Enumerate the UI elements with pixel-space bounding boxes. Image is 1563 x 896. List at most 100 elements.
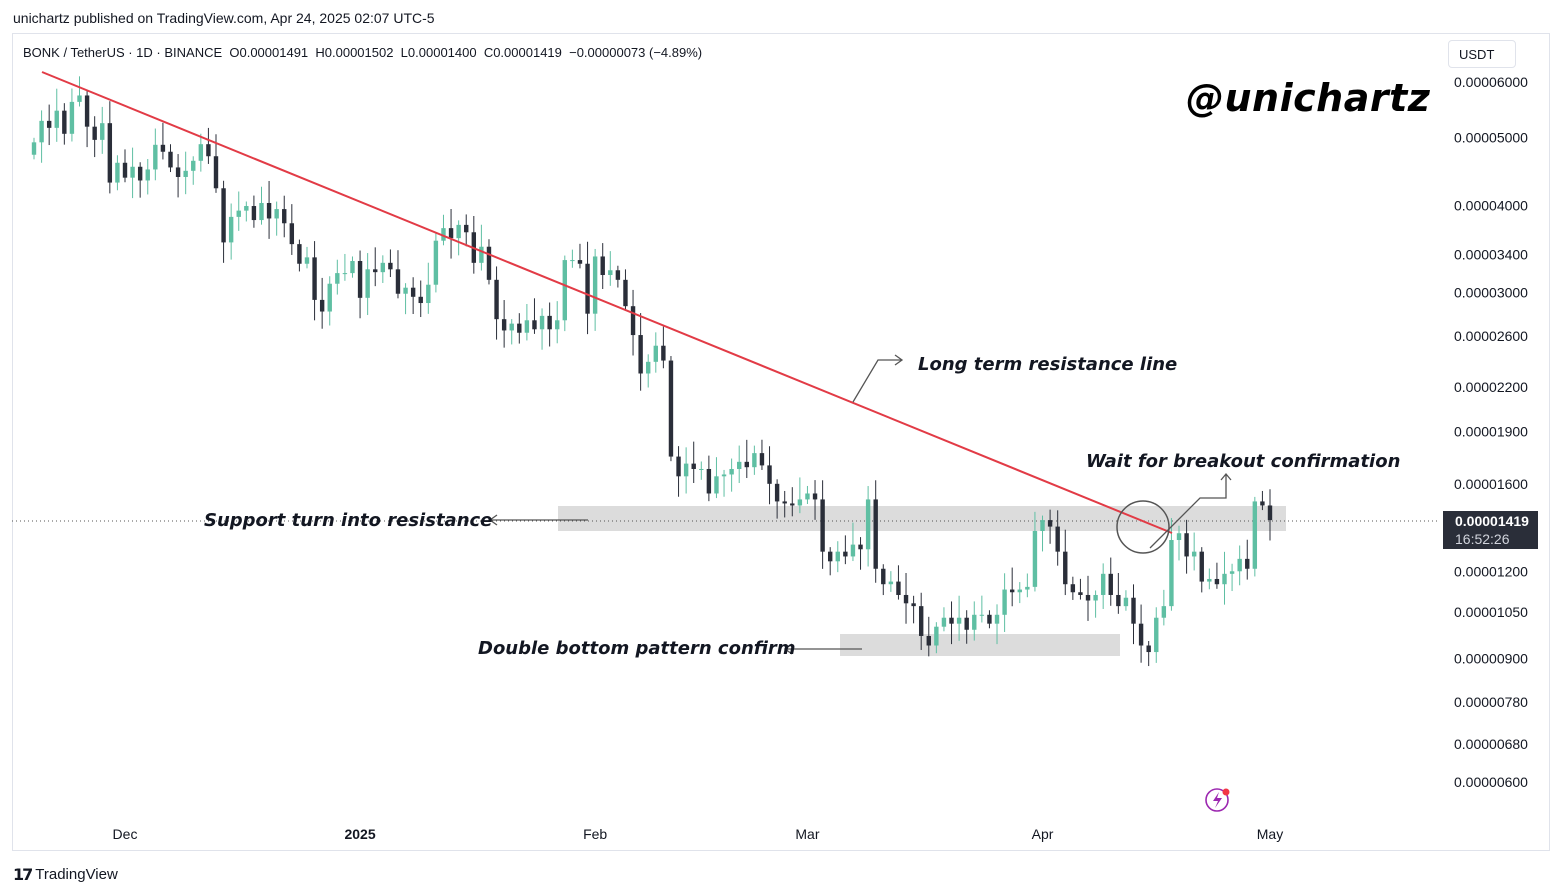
breakout-circle	[1116, 500, 1170, 554]
candle-body	[1100, 573, 1106, 595]
candle-body	[77, 95, 82, 102]
currency-button[interactable]: USDT	[1448, 40, 1516, 68]
price-tick-label: 0.00001050	[1454, 604, 1528, 620]
candle-body	[357, 260, 363, 298]
candle-body	[1214, 578, 1220, 585]
candle-body	[941, 617, 947, 627]
candle-body	[479, 246, 484, 263]
annotation-breakout-confirmation: Wait for breakout confirmation	[1086, 451, 1400, 472]
candle-body	[297, 244, 302, 264]
candle-body	[213, 156, 219, 189]
candle-body	[1025, 586, 1030, 590]
candle-body	[1229, 571, 1235, 574]
price-tick-label: 0.00003400	[1454, 247, 1528, 263]
candle-body	[1207, 578, 1212, 582]
long-term-resistance-line	[41, 71, 1173, 534]
double-bottom-zone	[840, 634, 1120, 656]
candle-body	[600, 256, 605, 276]
last-price-value: 0.00001419	[1455, 513, 1529, 529]
time-tick-label: 2025	[344, 826, 375, 842]
symbol-ohlc-legend[interactable]: BONK / TetherUS · 1D · BINANCE O0.000014…	[23, 45, 703, 60]
candle-body	[153, 144, 158, 170]
candle-body	[1252, 501, 1258, 569]
breakout-arrow	[1149, 472, 1232, 549]
candle-body	[1199, 551, 1204, 582]
candle-body	[979, 614, 985, 616]
candle-body	[410, 287, 416, 297]
candle-body	[623, 279, 628, 307]
candle-body	[555, 320, 560, 330]
candle-body	[934, 626, 939, 646]
candle-body	[130, 166, 135, 178]
candle-body	[721, 474, 727, 477]
candle-body	[335, 273, 340, 284]
candle-body	[759, 453, 765, 466]
price-tick-label: 0.00001200	[1454, 563, 1528, 579]
candle-body	[676, 456, 681, 477]
candle-body	[1222, 573, 1227, 585]
candle-body	[835, 551, 840, 562]
candle-body	[987, 614, 992, 624]
candle-body	[456, 224, 461, 239]
candle-body	[46, 120, 52, 128]
candle-body	[524, 320, 530, 333]
candle-body	[646, 361, 651, 374]
tradingview-logo-icon: 17	[13, 865, 33, 884]
candle-body	[1032, 531, 1038, 587]
candle-body	[1093, 594, 1098, 601]
candle-body	[827, 551, 833, 562]
flash-icon[interactable]	[1205, 788, 1230, 812]
footer-brand[interactable]: 17 TradingView	[13, 865, 118, 884]
candle-body	[1055, 526, 1060, 552]
candle-body	[1146, 645, 1151, 653]
candle-body	[737, 461, 742, 469]
price-tick-label: 0.00000600	[1454, 774, 1528, 790]
candle-body	[1009, 589, 1015, 593]
candle-body	[1040, 520, 1045, 532]
candle-body	[539, 315, 545, 330]
candle-body	[1047, 520, 1053, 527]
candle-body	[843, 551, 848, 557]
candle-body	[873, 499, 878, 569]
candle-body	[1260, 501, 1265, 506]
candle-body	[964, 617, 969, 630]
candle-body	[714, 476, 719, 494]
candle-body	[562, 260, 568, 321]
price-axis: 0.00006000 0.00005000 0.00004000 0.00003400…	[1454, 74, 1528, 790]
candle-body	[107, 123, 113, 183]
annotations-layer: Long term resistance line Wait for break…	[204, 354, 1400, 659]
candle-body	[706, 468, 712, 494]
candle-body	[668, 360, 674, 457]
candle-body	[1131, 597, 1136, 624]
resistance-zone	[558, 506, 1286, 531]
candle-body	[251, 206, 257, 221]
support-arrow	[488, 514, 588, 526]
annotation-support-resistance: Support turn into resistance	[204, 510, 492, 531]
footer-brand-label: TradingView	[35, 866, 118, 883]
candle-body	[289, 223, 295, 245]
candle-body	[373, 269, 378, 273]
candle-body	[850, 544, 856, 557]
candle-body	[1176, 533, 1182, 541]
candle-body	[327, 283, 332, 312]
candle-body	[84, 95, 90, 127]
candle-body	[1078, 592, 1083, 595]
price-tick-label: 0.00002200	[1454, 379, 1528, 395]
price-tick-label: 0.00003000	[1454, 285, 1528, 301]
candle-body	[653, 345, 658, 362]
candle-body	[183, 170, 188, 177]
candle-body	[39, 120, 44, 143]
candle-body	[812, 493, 818, 500]
candle-body	[464, 224, 469, 233]
candle-body	[1123, 597, 1129, 607]
candle-body	[282, 209, 287, 224]
published-header: unichartz published on TradingView.com, …	[13, 10, 435, 26]
candle-body	[1063, 551, 1068, 585]
candle-body	[918, 606, 924, 636]
price-tick-label: 0.00005000	[1454, 129, 1528, 145]
annotation-long-term-resistance: Long term resistance line	[918, 354, 1177, 375]
candle-body	[312, 257, 317, 300]
candle-body	[1191, 551, 1197, 557]
candle-body	[797, 499, 803, 506]
